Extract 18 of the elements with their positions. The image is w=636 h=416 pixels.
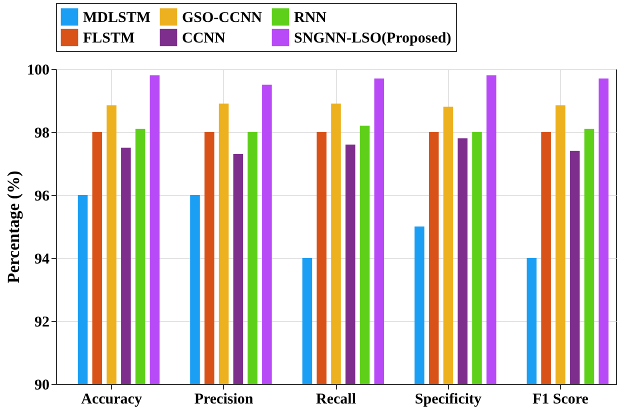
legend-label: GSO-CCNN [182, 10, 262, 26]
y-tick-label: 98 [34, 126, 50, 142]
legend-label: RNN [294, 10, 327, 26]
x-tick-label: Specificity [414, 392, 482, 408]
y-tick-label: 96 [34, 188, 50, 204]
x-tick-label: Accuracy [81, 392, 142, 408]
y-tick-label: 92 [34, 314, 50, 330]
x-tick-label: Recall [316, 392, 356, 408]
legend-label: CCNN [182, 30, 226, 46]
legend-label: MDLSTM [83, 10, 150, 26]
legend-label: FLSTM [83, 30, 135, 46]
legend-label: SNGNN-LSO(Proposed) [294, 30, 452, 46]
x-tick-label: F1 Score [532, 392, 589, 408]
x-tick-label: Precision [194, 392, 254, 408]
y-axis-title: Percentage (%) [4, 170, 23, 284]
y-tick-label: 90 [34, 378, 50, 394]
y-tick-label: 100 [27, 62, 50, 78]
y-tick-label: 94 [34, 252, 50, 268]
